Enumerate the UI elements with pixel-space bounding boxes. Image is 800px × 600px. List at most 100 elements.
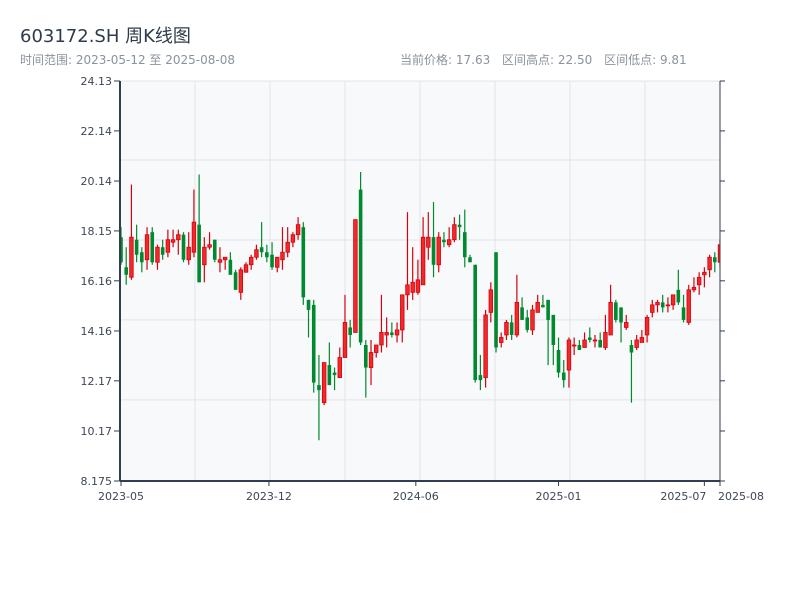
candle-up (321, 362, 327, 404)
candle-down (629, 344, 634, 353)
chart-title: 603172.SH 周K线图 (20, 26, 191, 47)
x-tick-label: 2025-01 (536, 490, 582, 503)
candle-up (696, 276, 702, 286)
candle-up (280, 251, 285, 261)
candle-down (228, 259, 233, 275)
candle-up (394, 329, 400, 336)
candle-down (317, 385, 321, 391)
y-tick-label: 8.175 (81, 475, 113, 488)
candle-up (634, 339, 639, 348)
y-tick-label: 22.14 (81, 125, 113, 138)
y-tick-label: 16.16 (81, 275, 113, 288)
current-price: 当前价格: 17.63 (400, 53, 491, 67)
candle-up (222, 256, 228, 261)
candle-down (614, 302, 618, 320)
candle-down (265, 252, 269, 258)
candle-up (603, 332, 608, 348)
y-tick-label: 12.17 (81, 375, 113, 388)
candle-up (499, 337, 504, 343)
candle-down (181, 234, 186, 260)
candle-down (120, 237, 123, 263)
candle-up (379, 332, 384, 346)
candle-up (275, 256, 280, 268)
candle-down (306, 299, 311, 310)
candle-up (644, 317, 650, 336)
candle-up (702, 271, 707, 276)
candle-down (348, 327, 352, 335)
candle-down (197, 224, 201, 283)
candle-up (295, 224, 301, 236)
x-tick-label: 2023-12 (246, 490, 292, 503)
candle-down (134, 239, 139, 255)
candle-up (165, 239, 171, 253)
candle-down (358, 189, 363, 343)
candle-down (577, 344, 582, 351)
candle-up (368, 352, 374, 368)
candle-down (494, 252, 498, 348)
candle-down (525, 317, 530, 330)
candle-up (665, 304, 671, 307)
candle-down (212, 239, 217, 260)
candle-up (655, 301, 660, 306)
candle-down (442, 239, 446, 243)
candle-down (259, 247, 264, 253)
candle-up (176, 234, 181, 241)
candle-down (561, 372, 566, 381)
candle-down (551, 314, 556, 345)
candle-up (144, 234, 150, 261)
candle-up (191, 221, 197, 253)
y-tick-label: 14.16 (81, 325, 113, 338)
candle-up (290, 234, 296, 243)
candle-down (301, 227, 306, 298)
candle-up (129, 236, 134, 278)
candle-down (468, 257, 472, 263)
candle-up (285, 241, 290, 253)
candle-down (160, 247, 165, 255)
candle-up (592, 339, 598, 342)
candle-up (342, 322, 348, 358)
candle-up (243, 264, 249, 273)
candle-up (254, 249, 259, 258)
x-tick-label: 2025-08 (718, 490, 764, 503)
candle-up (400, 294, 405, 331)
candle-down (270, 254, 274, 268)
candle-up (582, 339, 587, 348)
axes: 8.175 10.17 12.17 14.16 16.16 18.15 20.14 22.14… (81, 75, 764, 503)
candle-down (546, 299, 550, 320)
candle-up (504, 322, 509, 336)
candle-up (446, 239, 452, 246)
candle-down (390, 332, 394, 335)
candle-down (520, 307, 524, 320)
y-tick-label: 24.13 (81, 75, 113, 88)
candle-up (452, 224, 457, 241)
candle-up (420, 236, 426, 286)
candle-down (676, 289, 681, 303)
candle-up (337, 357, 342, 378)
candle-up (514, 301, 520, 336)
candle-up (488, 289, 494, 313)
price-stats: 当前价格: 17.63 区间高点: 22.50 区间低点: 9.81 (400, 51, 695, 68)
candle-up (530, 309, 535, 331)
candle-down (462, 232, 467, 258)
candle-up (238, 269, 243, 293)
grid-lines (120, 80, 720, 481)
candle-down (327, 365, 332, 386)
candle-up (405, 284, 410, 296)
candle-up (374, 344, 379, 353)
x-tick-label: 2024-06 (393, 490, 439, 503)
candle-down (332, 372, 337, 376)
candle-up (535, 301, 540, 313)
candle-down (556, 350, 561, 373)
candle-up (155, 246, 160, 263)
candle-down (478, 375, 483, 381)
candle-up (384, 332, 389, 336)
candle-down (473, 264, 477, 381)
candle-down (712, 257, 717, 263)
candle-up (170, 239, 176, 243)
candle-down (509, 322, 514, 335)
candle-up (415, 279, 421, 293)
y-tick-label: 18.15 (81, 225, 113, 238)
candle-down (541, 304, 545, 308)
candle-up (353, 219, 358, 333)
candle-up (571, 344, 577, 347)
